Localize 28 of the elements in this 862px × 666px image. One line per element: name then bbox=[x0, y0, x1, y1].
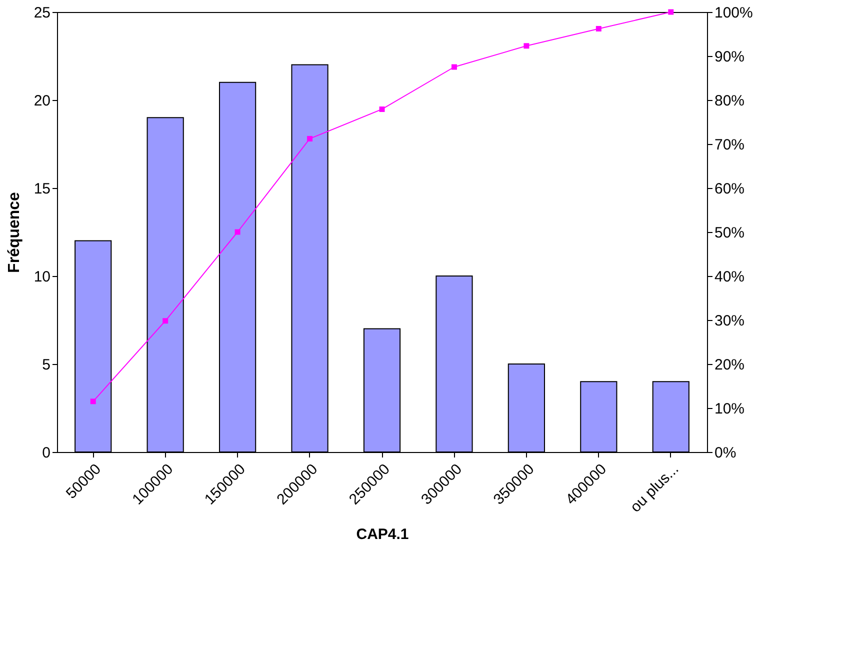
y-tick-label: 0 bbox=[42, 444, 50, 462]
y-tick-label: 25 bbox=[34, 4, 50, 22]
point bbox=[524, 43, 530, 49]
x-axis-title: CAP4.1 bbox=[356, 526, 409, 544]
y2-tick-label: 50% bbox=[714, 224, 745, 242]
point bbox=[379, 106, 385, 112]
point bbox=[596, 26, 602, 32]
point bbox=[307, 136, 313, 142]
y2-tick-label: 80% bbox=[714, 92, 745, 110]
y2-tick-label: 20% bbox=[714, 356, 745, 374]
point bbox=[451, 64, 457, 70]
y2-tick-label: 90% bbox=[714, 48, 745, 66]
point bbox=[234, 229, 240, 235]
point bbox=[668, 9, 674, 15]
y-tick-label: 20 bbox=[34, 92, 50, 110]
y2-tick-label: 40% bbox=[714, 268, 745, 286]
y2-tick-label: 30% bbox=[714, 312, 745, 330]
y2-tick-label: 10% bbox=[714, 400, 745, 418]
y2-tick-label: 100% bbox=[714, 4, 753, 22]
point bbox=[162, 318, 168, 324]
y-axis-title: Fréquence bbox=[6, 192, 23, 273]
point bbox=[90, 398, 96, 404]
y-tick-label: 5 bbox=[42, 356, 50, 374]
y2-tick-label: 60% bbox=[714, 180, 745, 198]
y-tick-label: 10 bbox=[34, 268, 50, 286]
y2-tick-label: 0% bbox=[714, 444, 736, 462]
y2-tick-label: 70% bbox=[714, 136, 745, 154]
y-tick-label: 15 bbox=[34, 180, 50, 198]
